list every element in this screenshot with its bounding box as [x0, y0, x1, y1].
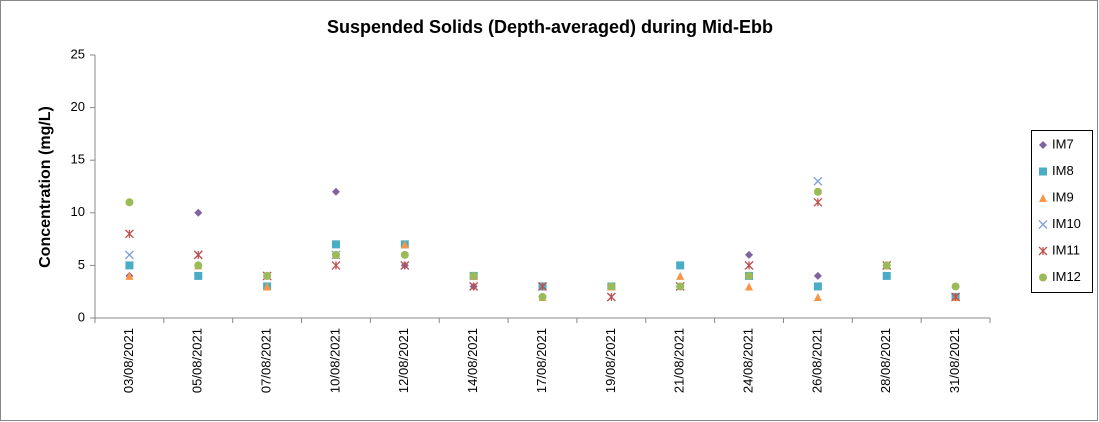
point [124, 229, 134, 239]
point [194, 208, 203, 217]
point [331, 250, 340, 259]
point [124, 250, 134, 260]
point [951, 282, 960, 291]
point [400, 240, 409, 249]
x-tick-label: 26/08/2021 [809, 328, 824, 393]
y-tick-label: 15 [71, 152, 85, 167]
point [193, 250, 203, 260]
x-tick-label: 31/08/2021 [947, 328, 962, 393]
point [744, 260, 754, 270]
y-tick-label: 10 [71, 204, 85, 219]
point [951, 292, 961, 302]
point [538, 281, 547, 291]
y-tick-label: 20 [71, 99, 85, 114]
y-tick-label: 0 [78, 309, 85, 324]
y-tick-label: 5 [78, 257, 85, 272]
x-tick-label: 28/08/2021 [878, 328, 893, 393]
point [606, 292, 616, 302]
point [607, 282, 616, 291]
point [745, 250, 754, 259]
point [331, 240, 340, 249]
chart-title: Suspended Solids (Depth-averaged) during… [327, 17, 773, 37]
x-tick-label: 19/08/2021 [603, 328, 618, 393]
point [331, 187, 340, 196]
point [125, 198, 134, 207]
x-tick-label: 14/08/2021 [465, 328, 480, 393]
x-tick-label: 17/08/2021 [534, 328, 549, 393]
legend-marker [1038, 220, 1048, 229]
point [813, 282, 822, 291]
point [813, 176, 823, 186]
x-tick-label: 10/08/2021 [327, 328, 342, 393]
legend-label: IM11 [1052, 242, 1080, 257]
y-axis-title: Concentration (mg/L) [37, 106, 54, 268]
point [813, 292, 822, 301]
y-tick-label: 25 [71, 46, 85, 61]
x-tick-label: 05/08/2021 [190, 328, 205, 393]
point [745, 282, 754, 291]
x-tick-label: 24/08/2021 [740, 328, 755, 393]
point [676, 271, 685, 280]
legend-marker [1039, 194, 1047, 202]
point [813, 271, 822, 280]
x-tick-label: 12/08/2021 [396, 328, 411, 393]
x-tick-label: 03/08/2021 [121, 328, 136, 393]
legend-label: IM7 [1052, 136, 1074, 151]
point [125, 271, 134, 280]
legend-label: IM9 [1052, 189, 1074, 204]
point [331, 260, 341, 270]
point [813, 197, 823, 207]
legend-marker [1039, 141, 1047, 149]
point [882, 261, 891, 270]
x-tick-label: 07/08/2021 [259, 328, 274, 393]
point [194, 271, 203, 280]
point [676, 282, 685, 291]
point [400, 250, 409, 259]
point [813, 187, 822, 196]
legend-marker [1039, 273, 1047, 282]
point [194, 261, 203, 270]
x-tick-label: 21/08/2021 [672, 328, 687, 393]
point [538, 292, 547, 301]
point [469, 271, 478, 280]
legend-marker [1039, 167, 1047, 176]
point [263, 271, 272, 280]
point [125, 261, 134, 270]
legend-marker [1038, 246, 1048, 256]
point [745, 271, 754, 280]
point [882, 271, 891, 280]
legend-box [1031, 130, 1093, 293]
point [676, 261, 685, 270]
point [469, 281, 479, 291]
point [263, 282, 272, 291]
legend-label: IM10 [1052, 216, 1081, 231]
legend-label: IM12 [1052, 269, 1081, 284]
legend-label: IM8 [1052, 163, 1074, 178]
point [400, 260, 410, 270]
